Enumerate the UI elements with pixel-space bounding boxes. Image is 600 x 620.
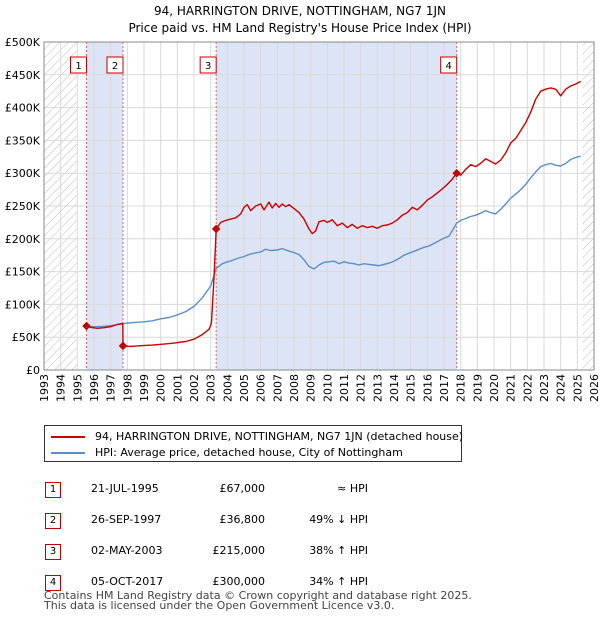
chart-title: 94, HARRINGTON DRIVE, NOTTINGHAM, NG7 1J…: [154, 4, 446, 18]
sale-label-number: 4: [445, 61, 451, 72]
legend-label-hpi: HPI: Average price, detached house, City…: [95, 446, 403, 459]
price-chart: 94, HARRINGTON DRIVE, NOTTINGHAM, NG7 1J…: [5, 4, 600, 402]
x-tick-label: 2007: [271, 374, 284, 402]
legend-swatch-hpi: [51, 452, 85, 454]
property-series-line: [86, 80, 582, 348]
x-tick-label: 2018: [455, 374, 468, 402]
sale-date: 05-OCT-2017: [91, 575, 164, 588]
sale-label-box: [70, 56, 87, 74]
sale-number-badge: 4: [45, 575, 61, 591]
sale-number-badge: 3: [45, 544, 61, 560]
x-tick-label: 2006: [255, 374, 268, 402]
x-tick-label: 2011: [338, 374, 351, 402]
y-tick-label: £150K: [5, 266, 41, 279]
sale-date: 21-JUL-1995: [91, 482, 159, 495]
y-tick-label: £400K: [5, 102, 41, 115]
legend-label-property: 94, HARRINGTON DRIVE, NOTTINGHAM, NG7 1J…: [95, 430, 464, 443]
x-tick-label: 2022: [521, 374, 534, 402]
sale-label-number: 3: [205, 61, 211, 72]
x-tick-label: 1998: [121, 374, 134, 402]
sale-point: [211, 224, 221, 234]
sale-price: £36,800: [219, 513, 266, 526]
x-tick-label: 2026: [588, 374, 600, 402]
x-tick-label: 2016: [421, 374, 434, 402]
x-tick-label: 2015: [405, 374, 418, 402]
sale-price: £300,000: [212, 575, 266, 588]
sales-table: 1 21-JUL-1995 £67,000 ≈ HPI 2 26-SEP-199…: [45, 474, 465, 598]
x-tick-label: 2008: [288, 374, 301, 402]
sale-price: £67,000: [219, 482, 266, 495]
y-tick-label: £0: [26, 364, 40, 377]
sale-point: [452, 168, 462, 178]
sale-label-box: [440, 56, 458, 74]
legend-swatch-property: [51, 436, 85, 438]
sale-date: 26-SEP-1997: [91, 513, 162, 526]
x-tick-label: 1993: [38, 374, 51, 402]
legend-item-property: 94, HARRINGTON DRIVE, NOTTINGHAM, NG7 1J…: [51, 429, 463, 445]
x-tick-label: 2003: [205, 374, 218, 402]
y-tick-label: £300K: [5, 167, 41, 180]
x-tick-label: 2010: [321, 374, 334, 402]
sale-price: £215,000: [212, 544, 266, 557]
y-tick-label: £350K: [5, 134, 41, 147]
footer-copyright: Contains HM Land Registry data © Crown c…: [44, 589, 472, 602]
sale-hpi-comparison: 38% ↑ HPI: [309, 544, 368, 557]
x-tick-label: 2002: [188, 374, 201, 402]
legend-item-hpi: HPI: Average price, detached house, City…: [51, 445, 403, 461]
y-tick-label: £250K: [5, 200, 41, 213]
x-tick-label: 2019: [471, 374, 484, 402]
sale-label-number: 2: [112, 61, 118, 72]
x-tick-label: 2020: [488, 374, 501, 402]
x-tick-label: 2004: [221, 374, 234, 402]
sale-label-number: 1: [75, 61, 81, 72]
x-tick-label: 2014: [388, 374, 401, 402]
sale-row: 4 05-OCT-2017 £300,000 34% ↑ HPI: [45, 567, 465, 598]
x-tick-label: 2017: [438, 374, 451, 402]
y-tick-label: £100K: [5, 298, 41, 311]
sale-point: [118, 341, 128, 351]
sale-number-badge: 1: [45, 482, 61, 498]
sale-row: 3 02-MAY-2003 £215,000 38% ↑ HPI: [45, 536, 465, 567]
x-tick-label: 2023: [538, 374, 551, 402]
sale-row: 1 21-JUL-1995 £67,000 ≈ HPI: [45, 474, 465, 505]
sale-date: 02-MAY-2003: [91, 544, 163, 557]
x-tick-label: 2001: [171, 374, 184, 402]
footer-licence: This data is licensed under the Open Gov…: [44, 599, 395, 612]
sale-hpi-comparison: ≈ HPI: [337, 482, 368, 495]
sale-number-badge: 2: [45, 513, 61, 529]
x-tick-label: 2012: [355, 374, 368, 402]
sale-hpi-comparison: 34% ↑ HPI: [309, 575, 368, 588]
x-tick-label: 1996: [88, 374, 101, 402]
x-tick-label: 2024: [555, 374, 568, 402]
sale-label-box: [106, 56, 124, 74]
x-tick-label: 2013: [371, 374, 384, 402]
x-tick-label: 2021: [505, 374, 518, 402]
x-tick-label: 1999: [138, 374, 151, 402]
x-tick-label: 1994: [55, 374, 68, 402]
y-tick-label: £50K: [12, 331, 41, 344]
plot-frame: [43, 41, 595, 371]
sale-label-box: [199, 56, 217, 74]
hpi-series-line: [86, 155, 581, 328]
sale-hpi-comparison: 49% ↓ HPI: [309, 513, 368, 526]
x-tick-label: 2005: [238, 374, 251, 402]
x-tick-label: 2025: [571, 374, 584, 402]
legend: 94, HARRINGTON DRIVE, NOTTINGHAM, NG7 1J…: [44, 425, 463, 462]
footer: Contains HM Land Registry data © Crown c…: [44, 589, 472, 612]
sale-point: [82, 321, 91, 331]
x-tick-label: 2009: [305, 374, 318, 402]
x-tick-label: 2000: [155, 374, 168, 402]
chart-subtitle: Price paid vs. HM Land Registry's House …: [128, 21, 471, 35]
x-tick-label: 1995: [71, 374, 84, 402]
y-tick-label: £450K: [5, 69, 41, 82]
y-tick-label: £500K: [5, 36, 41, 49]
y-tick-label: £200K: [5, 233, 41, 246]
x-tick-label: 1997: [105, 374, 118, 402]
sale-row: 2 26-SEP-1997 £36,800 49% ↓ HPI: [45, 505, 465, 536]
